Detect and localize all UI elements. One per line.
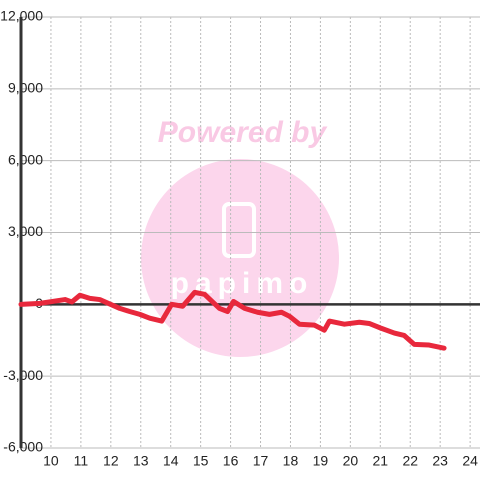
x-tick-label: 21 (373, 453, 389, 469)
y-tick-label: -6,000 (3, 439, 43, 455)
x-tick-label: 15 (193, 453, 209, 469)
x-tick-label: 17 (253, 453, 269, 469)
y-tick-label: 9,000 (8, 80, 43, 96)
x-tick-label: 11 (74, 453, 89, 469)
x-tick-label: 14 (163, 453, 179, 469)
x-tick-label: 19 (313, 453, 329, 469)
x-tick-label: 23 (432, 453, 448, 469)
y-tick-label: 3,000 (8, 223, 43, 239)
data-line (18, 289, 447, 351)
y-tick-label: 6,000 (8, 151, 43, 167)
x-tick-label: 16 (223, 453, 239, 469)
x-tick-label: 10 (43, 453, 59, 469)
x-tick-label: 24 (462, 453, 478, 469)
x-tick-label: 13 (133, 453, 149, 469)
y-tick-label: 12,000 (0, 8, 43, 24)
watermark-text: Powered by (158, 116, 328, 149)
x-tick-label: 20 (343, 453, 359, 469)
watermark-icon (222, 202, 256, 258)
y-tick-label: -3,000 (3, 367, 43, 383)
x-tick-label: 18 (283, 453, 299, 469)
x-tick-label: 12 (103, 453, 119, 469)
x-tick-label: 22 (402, 453, 418, 469)
